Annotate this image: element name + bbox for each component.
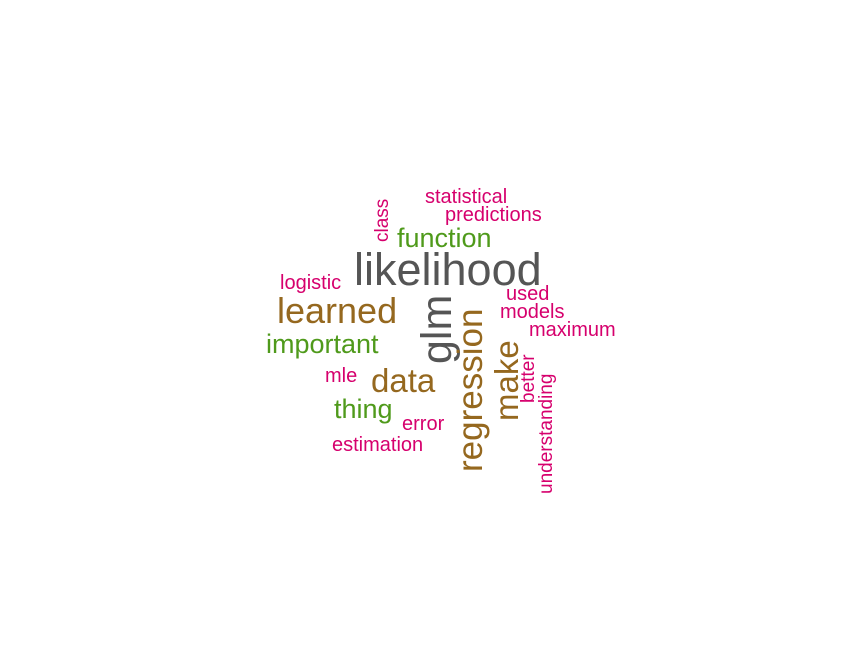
word-understanding: understanding [536,373,557,494]
word-important: important [266,329,379,359]
word-models: models [500,301,565,323]
word-likelihood: likelihood [354,244,542,295]
word-predictions: predictions [445,204,542,226]
word-maximum: maximum [529,319,616,341]
word-data: data [371,362,436,399]
word-learned: learned [277,290,398,331]
word-error: error [402,413,445,435]
word-thing: thing [334,394,393,424]
word-statistical: statistical [425,186,508,208]
word-function: function [397,223,492,253]
word-class: class [372,198,393,242]
word-estimation: estimation [332,434,424,456]
word-mle: mle [325,365,358,387]
word-logistic: logistic [280,272,342,294]
word-regression: regression [451,308,490,472]
word-used: used [506,283,550,305]
